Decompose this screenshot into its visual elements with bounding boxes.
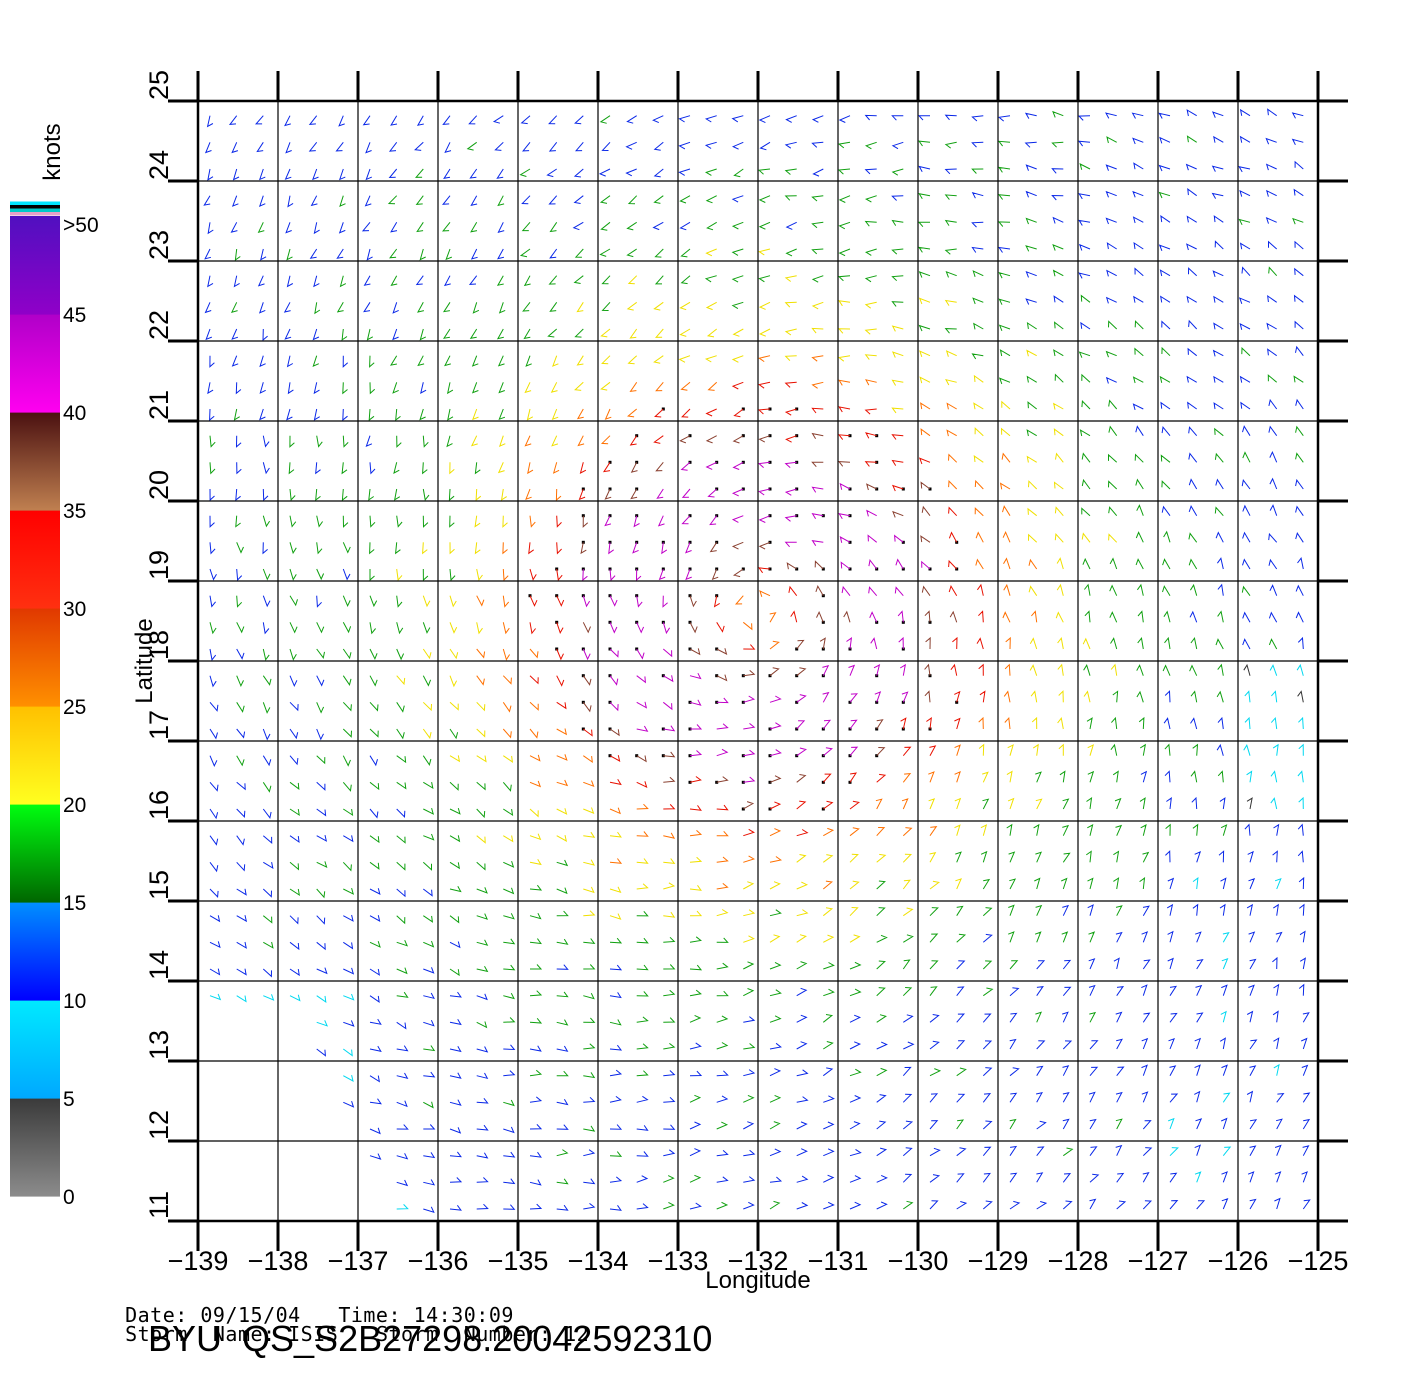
colorbar-stripe — [10, 205, 60, 209]
storm-line: Storm Name: ISIS Storm Number: 12 — [100, 1298, 589, 1346]
y-tick-label: 22 — [144, 310, 174, 340]
colorbar-label: 25 — [63, 696, 86, 719]
storm-number-label: Storm Number: — [375, 1322, 552, 1346]
x-tick-label: −134 — [568, 1246, 629, 1276]
colorbar-band-20-25 — [10, 706, 60, 805]
colorbar-label: 20 — [63, 794, 86, 817]
colorbar-band-0-5 — [10, 1098, 60, 1197]
colorbar-label: >50 — [63, 214, 99, 237]
x-tick-label: −125 — [1288, 1246, 1349, 1276]
x-tick-label: −127 — [1128, 1246, 1189, 1276]
time-value: 14:30:09 — [413, 1303, 514, 1327]
y-tick-label: 18 — [144, 630, 174, 660]
y-tick-label: 25 — [144, 70, 174, 100]
y-tick-label: 24 — [144, 150, 174, 180]
x-tick-label: −129 — [968, 1246, 1029, 1276]
y-tick-label: 23 — [144, 230, 174, 260]
x-tick-label: −137 — [328, 1246, 389, 1276]
wind-barb-group — [203, 108, 1311, 1214]
x-tick-label: −135 — [488, 1246, 549, 1276]
storm-name-label: Storm Name: — [125, 1322, 276, 1346]
colorbar-band-25-30 — [10, 608, 60, 707]
date-time-line: Date: 09/15/04 Time: 14:30:09 — [100, 1279, 514, 1327]
wind-barb-group — [582, 461, 931, 783]
x-tick-label: −130 — [888, 1246, 949, 1276]
tick-labels: −139 −138 −137 −136 −135 −134 −133 −132 −131 −130… — [144, 70, 1348, 1276]
x-tick-label: −128 — [1048, 1246, 1109, 1276]
y-axis-label: Latitude — [131, 618, 158, 703]
colorbar-band-5-10 — [10, 1000, 60, 1099]
y-tick-label: 15 — [144, 870, 174, 900]
wind-barbs — [203, 108, 1311, 1214]
y-tick-label: 19 — [144, 550, 174, 580]
y-tick-label: 13 — [144, 1030, 174, 1060]
plot-frame — [196, 99, 1320, 1223]
y-tick-label: 14 — [144, 950, 174, 980]
x-tick-label: −138 — [248, 1246, 309, 1276]
y-tick-label: 21 — [144, 390, 174, 420]
colorbar-band-40-45 — [10, 314, 60, 413]
colorbar-band-15-20 — [10, 804, 60, 903]
date-value: 09/15/04 — [200, 1303, 301, 1327]
x-tick-label: −133 — [648, 1246, 709, 1276]
y-tick-label: 20 — [144, 470, 174, 500]
product-title: BYU QS_S2B27298.20042592310 — [148, 1318, 713, 1359]
wind-barb-group — [580, 432, 958, 810]
wind-barb-group — [209, 663, 1304, 1210]
y-tick-label: 12 — [144, 1110, 174, 1140]
colorbar-label: 35 — [63, 500, 86, 523]
colorbar-stripe — [10, 212, 60, 216]
time-label: Time: — [338, 1303, 402, 1327]
colorbar-stripe — [10, 208, 60, 212]
colorbar-band-10-15 — [10, 902, 60, 1001]
y-tick-label: 11 — [144, 1191, 174, 1219]
colorbar-label: 40 — [63, 402, 86, 425]
colorbar-band-30-35 — [10, 510, 60, 609]
colorbar-label: 45 — [63, 304, 86, 327]
wind-barb-group — [476, 355, 1038, 890]
x-tick-label: −136 — [408, 1246, 469, 1276]
wind-barb-group — [209, 110, 1304, 1210]
colorbar-label: 0 — [63, 1186, 75, 1209]
colorbar-unit: knots — [39, 123, 66, 180]
colorbar-band-45-50 — [10, 216, 60, 315]
x-tick-label: −139 — [168, 1246, 229, 1276]
x-axis-label: Longitude — [705, 1267, 810, 1294]
colorbar-label: 30 — [63, 598, 86, 621]
x-tick-label: −132 — [728, 1246, 789, 1276]
wind-barb-group — [1243, 663, 1304, 810]
colorbar-label: 15 — [63, 892, 86, 915]
y-tick-label: 17 — [144, 710, 174, 740]
x-tick-label: −126 — [1208, 1246, 1269, 1276]
colorbar: >50 45 40 35 30 25 20 15 10 5 0 knots — [10, 123, 99, 1209]
colorbar-label: 10 — [63, 990, 86, 1013]
y-tick-label: 16 — [144, 790, 174, 820]
colorbar-stripe — [10, 201, 60, 205]
wind-barb-group — [396, 248, 1118, 943]
colorbar-band-35-40 — [10, 412, 60, 511]
storm-name-value: ISIS — [288, 1322, 339, 1346]
x-tick-label: −131 — [808, 1246, 869, 1276]
grid-lines — [168, 71, 1348, 1251]
storm-number-value: 12 — [564, 1322, 590, 1346]
colorbar-label: 5 — [63, 1088, 75, 1111]
date-label: Date: — [125, 1303, 188, 1327]
wind-barb-group — [528, 381, 986, 837]
